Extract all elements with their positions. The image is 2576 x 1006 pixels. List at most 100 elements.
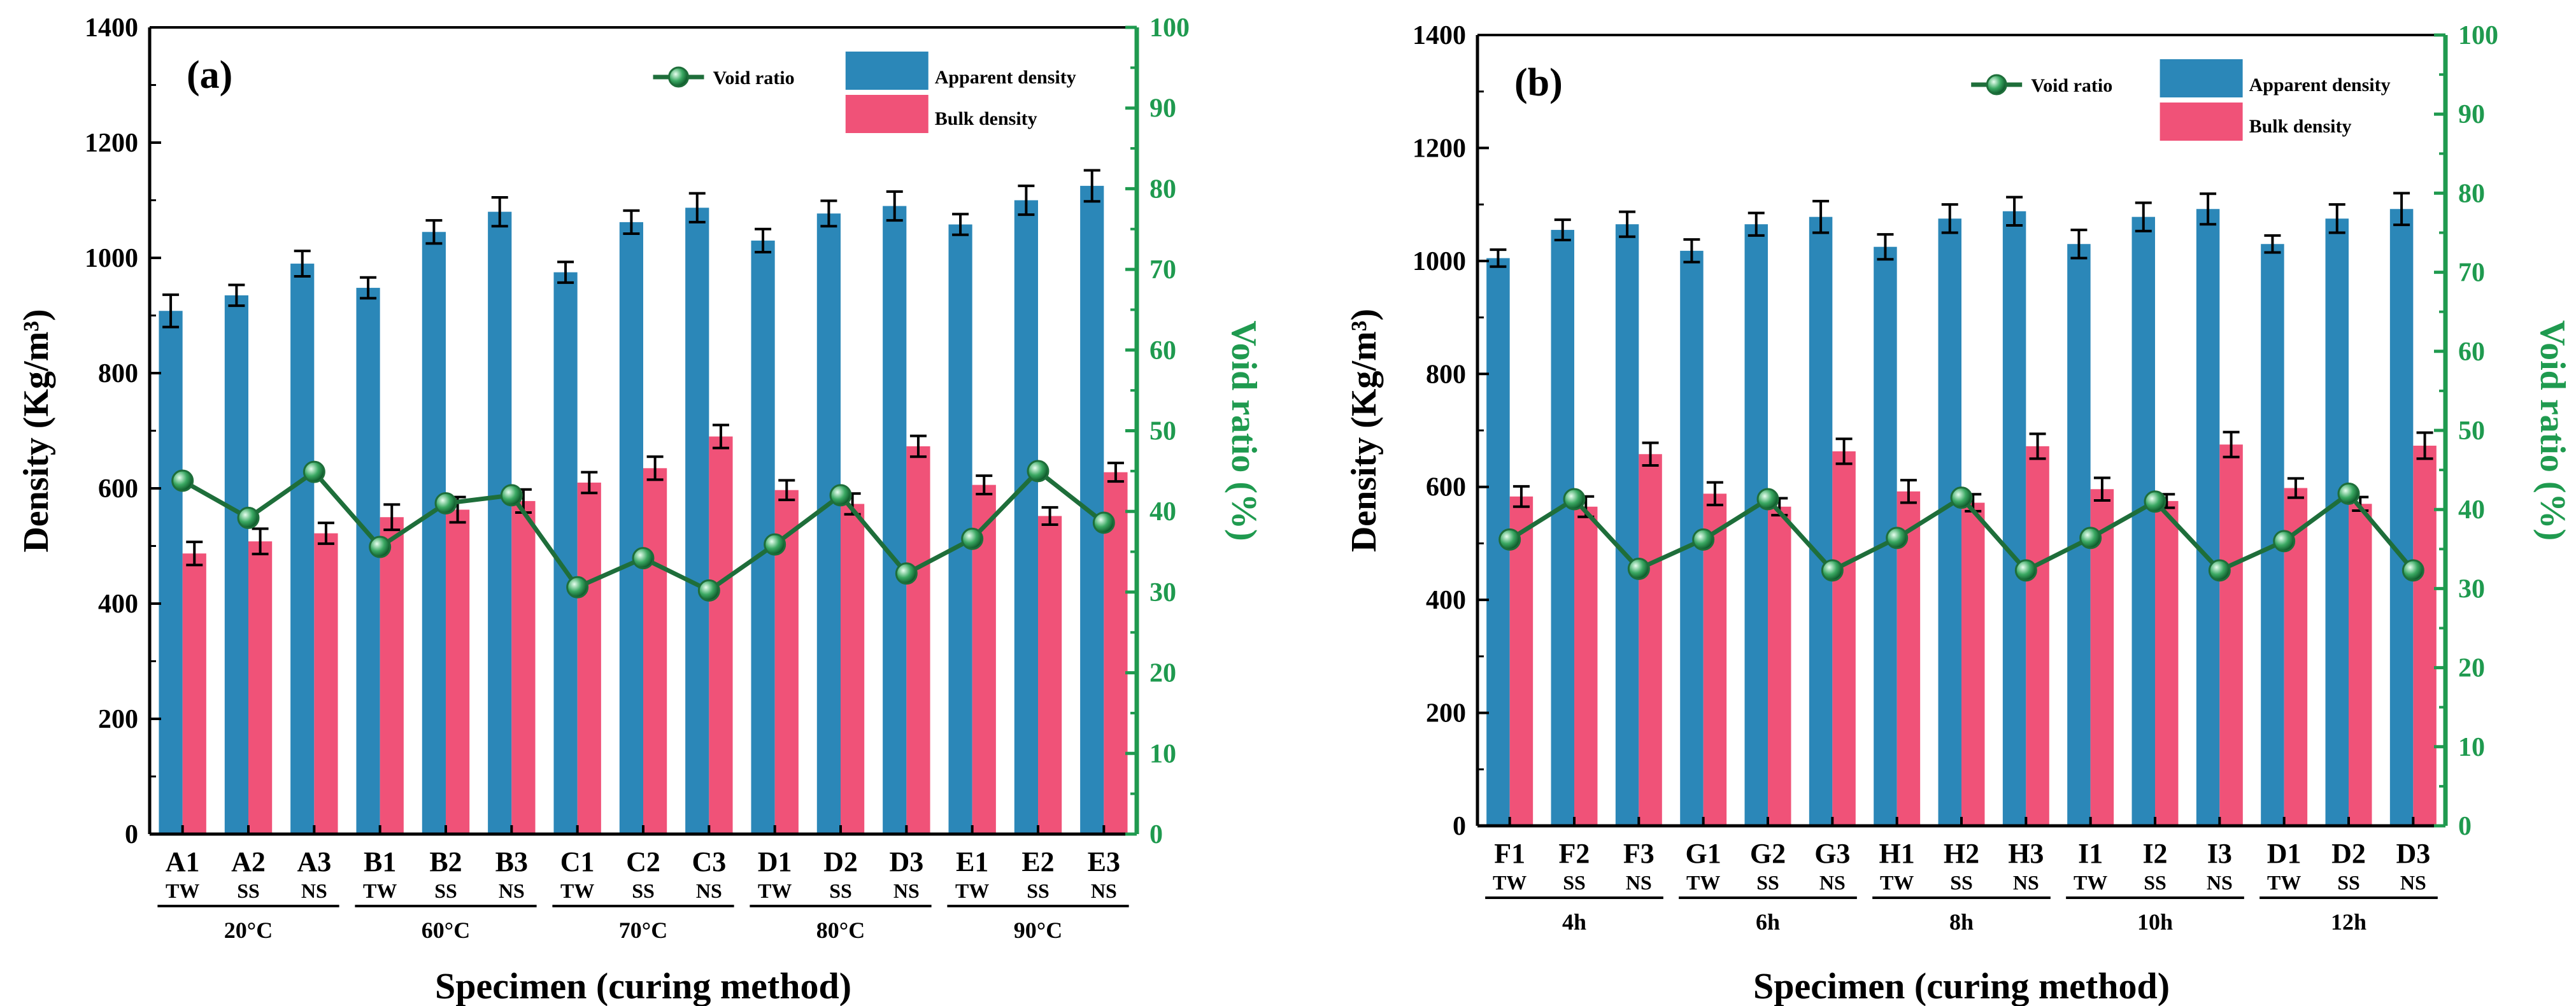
x-tick-label: H3 <box>2008 838 2044 869</box>
curing-method-label: NS <box>893 879 920 902</box>
x-tick-label: D1 <box>758 846 792 877</box>
error-bar <box>425 219 443 245</box>
void-ratio-point <box>2144 490 2167 513</box>
group-label: 6h <box>1756 909 1780 935</box>
y-axis-title: Density (Kg/m³) <box>17 309 56 552</box>
curing-method-label: NS <box>2207 871 2233 894</box>
x-tick-label: A3 <box>297 846 331 877</box>
x-axis-title: Specimen (curing method) <box>435 965 851 1006</box>
void-ratio-point <box>2402 559 2424 582</box>
y-axis-title: Density (Kg/m³) <box>1344 309 1384 552</box>
group-label: 4h <box>1562 909 1586 935</box>
void-ratio-point <box>1692 528 1715 551</box>
x-tick-label: E3 <box>1088 846 1120 877</box>
void-ratio-point <box>1821 559 1844 582</box>
error-bar <box>186 541 203 567</box>
y-tick-label: 800 <box>98 359 138 388</box>
curing-method-label: SS <box>1950 871 1973 894</box>
group-label: 10h <box>2137 909 2173 935</box>
void-ratio-point <box>1563 488 1586 511</box>
void-ratio-point <box>961 527 984 550</box>
x-tick-label: F2 <box>1559 838 1590 869</box>
curing-method-label: TW <box>758 879 792 902</box>
y2-tick-label: 50 <box>1149 417 1176 446</box>
error-bar <box>976 474 993 496</box>
void-ratio-point <box>237 506 260 529</box>
x-tick-label: A1 <box>166 846 200 877</box>
error-bar <box>2135 201 2152 232</box>
bar-bulk-density <box>709 436 733 834</box>
x-tick-label: C3 <box>692 846 726 877</box>
y-tick-label: 600 <box>1426 473 1466 502</box>
y2-tick-label: 40 <box>1149 497 1176 527</box>
bar-bulk-density <box>314 533 338 834</box>
bar-bulk-density <box>1509 496 1534 826</box>
error-bar <box>294 250 311 278</box>
error-bar <box>2006 195 2023 227</box>
bar-apparent-density <box>685 208 709 834</box>
y2-tick-label: 50 <box>2458 416 2485 446</box>
curing-method-label: NS <box>2013 871 2039 894</box>
error-bar <box>2416 431 2433 460</box>
bar-apparent-density <box>619 222 643 834</box>
bar-bulk-density <box>1639 454 1662 826</box>
bar-bulk-density <box>248 541 273 834</box>
curing-method-label: SS <box>2144 871 2167 894</box>
bar-bulk-density <box>2349 504 2372 826</box>
legend-apparent-swatch <box>845 52 929 90</box>
void-ratio-point <box>829 484 852 507</box>
y2-axis-title: Void ratio (%) <box>2533 320 2572 541</box>
x-tick-label: B1 <box>364 846 396 877</box>
x-tick-label: F3 <box>1623 838 1654 869</box>
void-ratio-point <box>1886 527 1909 549</box>
y2-tick-label: 60 <box>2458 337 2485 367</box>
void-ratio-point <box>895 562 918 585</box>
bar-apparent-density <box>2325 218 2349 826</box>
legend-void-marker <box>668 66 689 88</box>
error-bar <box>1747 211 1765 237</box>
y2-tick-label: 90 <box>1149 94 1176 124</box>
error-bar <box>1642 441 1659 467</box>
curing-method-label: TW <box>2074 871 2107 894</box>
y-tick-label: 1200 <box>85 129 138 158</box>
bar-bulk-density <box>2413 445 2437 826</box>
legend-bulk-swatch <box>845 95 929 133</box>
x-tick-label: B3 <box>495 846 528 877</box>
error-bar <box>2264 234 2281 254</box>
y-tick-label: 800 <box>1426 360 1466 389</box>
y-tick-label: 200 <box>1426 699 1466 728</box>
x-tick-label: C2 <box>626 846 660 877</box>
bar-bulk-density <box>577 482 601 834</box>
y-tick-label: 0 <box>125 820 138 849</box>
void-ratio-point <box>2208 559 2231 582</box>
group-label: 80°C <box>816 917 865 943</box>
bar-apparent-density <box>290 264 315 834</box>
bar-bulk-density <box>1961 502 1985 826</box>
x-tick-label: D2 <box>823 846 858 877</box>
bar-apparent-density <box>1014 200 1038 834</box>
void-ratio-point <box>2273 530 2296 553</box>
bar-apparent-density <box>356 288 380 834</box>
group-label: 12h <box>2331 909 2366 935</box>
x-tick-label: G3 <box>1814 838 1850 869</box>
void-ratio-point <box>2014 559 2037 582</box>
bar-apparent-density <box>422 232 446 834</box>
error-bar <box>1835 437 1853 465</box>
error-bar <box>360 276 377 300</box>
error-bar <box>1083 169 1100 203</box>
curing-method-label: SS <box>632 879 655 902</box>
y2-tick-label: 10 <box>1149 739 1176 769</box>
curing-method-label: TW <box>1686 871 1720 894</box>
y-tick-label: 600 <box>98 474 138 504</box>
void-ratio-point <box>764 533 786 556</box>
y2-tick-label: 10 <box>2458 733 2485 762</box>
x-tick-label: F1 <box>1494 838 1525 869</box>
error-bar <box>2328 203 2345 234</box>
void-ratio-point <box>2337 482 2360 505</box>
y2-tick-label: 80 <box>2458 179 2485 208</box>
curing-method-label: SS <box>1756 871 1779 894</box>
bar-apparent-density <box>1080 185 1104 834</box>
bar-apparent-density <box>2196 209 2220 826</box>
curing-method-label: TW <box>955 879 989 902</box>
x-tick-label: D1 <box>2267 838 2302 869</box>
